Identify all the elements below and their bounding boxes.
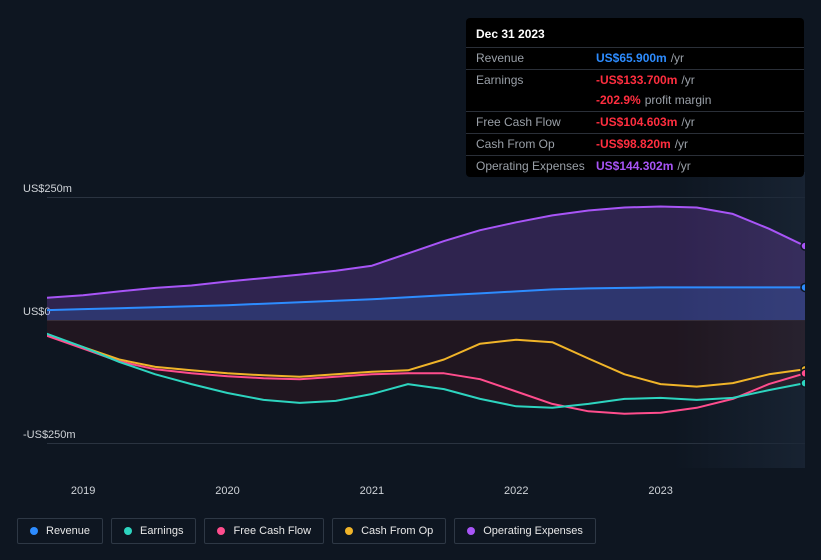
legend-item-earnings[interactable]: Earnings [111,518,196,544]
legend-item-revenue[interactable]: Revenue [17,518,103,544]
tooltip-row-suffix: profit margin [645,92,712,109]
legend-dot-icon [217,527,225,535]
chart-legend: Revenue Earnings Free Cash Flow Cash From O… [17,518,596,544]
tooltip-row: RevenueUS$65.900m/yr [466,47,804,69]
legend-label: Cash From Op [361,525,433,537]
tooltip-row-value: US$144.302m [596,158,673,175]
legend-item-free-cash-flow[interactable]: Free Cash Flow [204,518,324,544]
tooltip-row: Cash From Op-US$98.820m/yr [466,133,804,155]
tooltip-row-suffix: /yr [681,72,694,89]
tooltip-date: Dec 31 2023 [466,18,804,47]
tooltip-row-value: -US$98.820m [596,136,671,153]
tooltip-row-value: -202.9% [596,92,641,109]
legend-label: Operating Expenses [483,525,583,537]
legend-item-operating-expenses[interactable]: Operating Expenses [454,518,596,544]
legend-dot-icon [124,527,132,535]
tooltip-row: -202.9%profit margin [466,90,804,111]
tooltip-card: Dec 31 2023 RevenueUS$65.900m/yrEarnings… [466,18,804,177]
legend-label: Free Cash Flow [233,525,311,537]
series-end-marker [801,283,805,291]
series-end-marker [801,242,805,250]
tooltip-row-value: -US$104.603m [596,114,677,131]
legend-item-cash-from-op[interactable]: Cash From Op [332,518,446,544]
legend-dot-icon [30,527,38,535]
financials-chart[interactable]: US$250mUS$0-US$250m [17,160,805,480]
tooltip-row-label: Revenue [476,50,596,67]
tooltip-row-suffix: /yr [671,50,684,67]
legend-label: Earnings [140,525,183,537]
tooltip-row-value: US$65.900m [596,50,667,67]
tooltip-row-suffix: /yr [677,158,690,175]
x-axis-label: 2023 [648,485,672,497]
series-end-marker [801,379,805,387]
tooltip-row: Operating ExpensesUS$144.302m/yr [466,155,804,177]
tooltip-row: Free Cash Flow-US$104.603m/yr [466,111,804,133]
tooltip-row-label: Operating Expenses [476,158,596,175]
chart-plot-area[interactable] [47,172,805,468]
legend-dot-icon [345,527,353,535]
tooltip-row-value: -US$133.700m [596,72,677,89]
tooltip-row-label: Cash From Op [476,136,596,153]
tooltip-row: Earnings-US$133.700m/yr [466,69,804,91]
tooltip-row-label [476,92,596,109]
x-axis-label: 2021 [360,485,384,497]
tooltip-row-suffix: /yr [675,136,688,153]
series-end-marker [801,369,805,377]
x-axis-label: 2019 [71,485,95,497]
legend-dot-icon [467,527,475,535]
tooltip-row-suffix: /yr [681,114,694,131]
tooltip-row-label: Free Cash Flow [476,114,596,131]
x-axis-label: 2020 [215,485,239,497]
tooltip-row-label: Earnings [476,72,596,89]
x-axis-label: 2022 [504,485,528,497]
legend-label: Revenue [46,525,90,537]
